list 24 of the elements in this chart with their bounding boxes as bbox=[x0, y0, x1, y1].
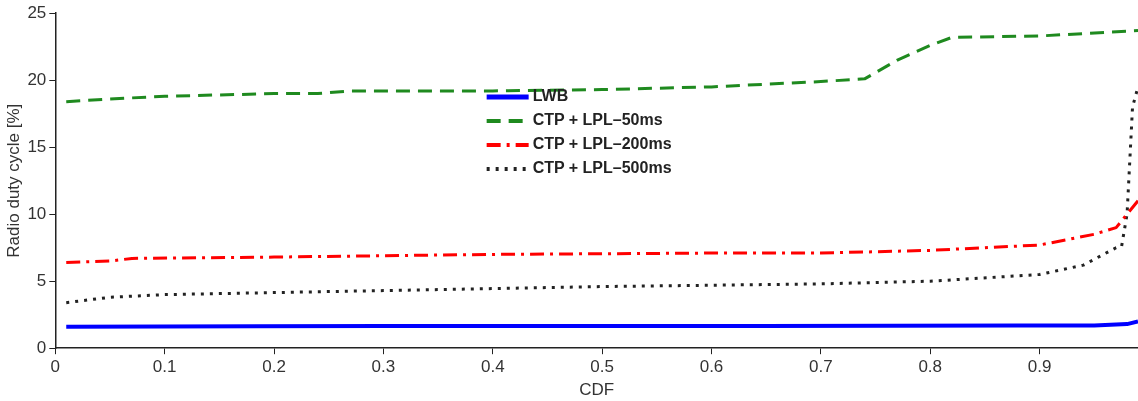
x-tick-label: 0 bbox=[50, 357, 61, 377]
y-tick-label: 15 bbox=[27, 136, 47, 156]
x-tick-label: 0.5 bbox=[590, 357, 614, 377]
legend-label: LWB bbox=[532, 87, 569, 105]
y-tick-label: 10 bbox=[27, 203, 47, 223]
line-series bbox=[64, 199, 1138, 264]
legend-label: CTP + LPL–50ms bbox=[532, 111, 663, 129]
y-tick-label: 20 bbox=[27, 69, 47, 89]
y-tick-label: 0 bbox=[36, 337, 47, 357]
legend-label: CTP + LPL–200ms bbox=[532, 135, 672, 153]
x-tick-label: 0.1 bbox=[152, 357, 177, 377]
y-tick-label: 5 bbox=[36, 270, 47, 290]
x-tick-label: 0.3 bbox=[371, 357, 396, 377]
x-tick-label: 0.6 bbox=[699, 357, 724, 377]
y-axis-title: Radio duty cycle [%] bbox=[3, 103, 23, 258]
x-tick-label: 0.4 bbox=[480, 357, 505, 377]
x-tick-label: 0.9 bbox=[1027, 357, 1052, 377]
legend-label: CTP + LPL–500ms bbox=[532, 159, 672, 177]
line-series bbox=[64, 29, 1138, 104]
x-axis-title: CDF bbox=[579, 380, 615, 400]
x-tick-label: 0.7 bbox=[809, 357, 833, 377]
x-tick-label: 0.8 bbox=[918, 357, 943, 377]
x-tick-label: 0.2 bbox=[262, 357, 286, 377]
y-tick-label: 25 bbox=[27, 2, 47, 22]
